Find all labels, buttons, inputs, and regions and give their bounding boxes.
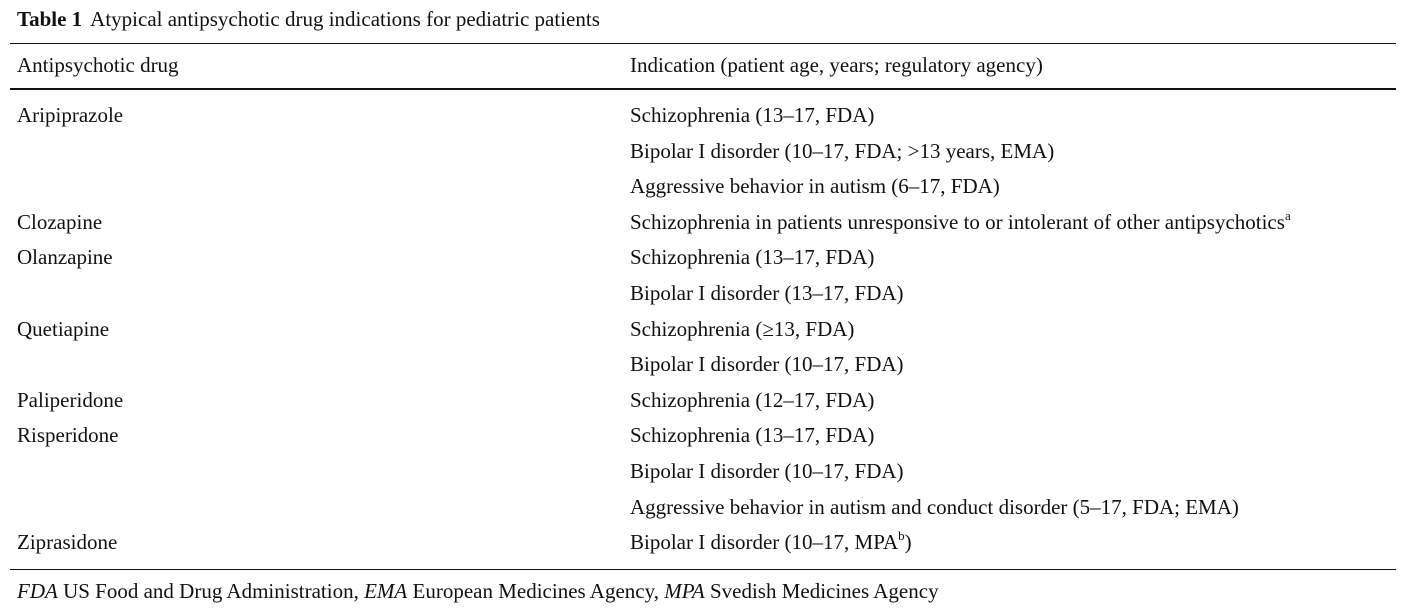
indication-text: Bipolar I disorder (10–17, MPA: [630, 530, 899, 555]
indication-suffix: ): [904, 530, 912, 555]
table-footnote: FDA US Food and Drug Administration, EMA…: [17, 577, 939, 605]
table-row: Aggressive behavior in autism (6–17, FDA…: [0, 169, 1406, 205]
table-row: Clozapine Schizophrenia in patients unres…: [0, 205, 1406, 241]
indication-text: Bipolar I disorder (13–17, FDA): [630, 280, 904, 305]
header-drug: Antipsychotic drug: [17, 53, 179, 77]
table-top-rule: [10, 43, 1396, 44]
table-row: Bipolar I disorder (10–17, FDA; >13 year…: [0, 134, 1406, 170]
indication-text: Schizophrenia (13–17, FDA): [630, 423, 875, 448]
table-title: Atypical antipsychotic drug indications …: [90, 7, 600, 31]
footnote-definition: European Medicines Agency,: [407, 579, 665, 603]
drug-cell: Risperidone: [17, 423, 119, 448]
footnote-abbreviation: EMA: [364, 579, 408, 603]
indication-cell: Bipolar I disorder (10–17, FDA): [630, 454, 904, 490]
drug-cell: Ziprasidone: [17, 530, 118, 555]
table-row: Ziprasidone Bipolar I disorder (10–17, MP…: [0, 525, 1406, 561]
drug-cell: Olanzapine: [17, 245, 113, 270]
indication-cell: Aggressive behavior in autism and conduc…: [630, 490, 1239, 526]
table-row: Aripiprazole Schizophrenia (13–17, FDA): [0, 98, 1406, 134]
table-row: Bipolar I disorder (10–17, FDA): [0, 454, 1406, 490]
indication-text: Aggressive behavior in autism (6–17, FDA…: [630, 174, 1000, 199]
indication-cell: Schizophrenia (12–17, FDA): [630, 383, 874, 419]
indication-text: Aggressive behavior in autism and conduc…: [630, 494, 1239, 519]
drug-cell: Paliperidone: [17, 387, 124, 412]
indication-text: Schizophrenia (13–17, FDA): [630, 103, 875, 127]
indication-cell: Bipolar I disorder (10–17, FDA; >13 year…: [630, 134, 1054, 170]
indication-cell: Schizophrenia (13–17, FDA): [630, 240, 874, 276]
footnote-definition: US Food and Drug Administration,: [57, 579, 365, 603]
drug-cell: Clozapine: [17, 209, 103, 234]
table-row: Bipolar I disorder (10–17, FDA): [0, 347, 1406, 383]
table-row: Quetiapine Schizophrenia (≥13, FDA): [0, 312, 1406, 348]
footnote-abbreviation: FDA: [17, 579, 58, 603]
drug-cell: Quetiapine: [17, 316, 110, 341]
drug-cell: Aripiprazole: [17, 103, 124, 127]
table-row: Risperidone Schizophrenia (13–17, FDA): [0, 418, 1406, 454]
indication-cell: Schizophrenia in patients unresponsive t…: [630, 205, 1291, 241]
indication-text: Schizophrenia (12–17, FDA): [630, 387, 875, 412]
header-indication: Indication (patient age, years; regulato…: [630, 53, 1043, 77]
table-row: Aggressive behavior in autism and conduc…: [0, 490, 1406, 526]
indication-text: Schizophrenia (13–17, FDA): [630, 245, 875, 270]
indication-cell: Schizophrenia (13–17, FDA): [630, 98, 874, 134]
footnote-marker: b: [898, 528, 905, 544]
table-body: Aripiprazole Schizophrenia (13–17, FDA) Bi…: [0, 98, 1406, 561]
table-header-rule: [10, 88, 1396, 90]
footnote-abbreviation: MPA: [664, 579, 705, 603]
indication-text: Bipolar I disorder (10–17, FDA; >13 year…: [630, 138, 1055, 163]
table-row: Olanzapine Schizophrenia (13–17, FDA): [0, 240, 1406, 276]
indication-cell: Bipolar I disorder (13–17, FDA): [630, 276, 904, 312]
indication-cell: Aggressive behavior in autism (6–17, FDA…: [630, 169, 1000, 205]
table-row: Bipolar I disorder (13–17, FDA): [0, 276, 1406, 312]
table-row: Paliperidone Schizophrenia (12–17, FDA): [0, 383, 1406, 419]
footnote-definition: Svedish Medicines Agency: [704, 579, 939, 603]
table-bottom-rule: [10, 569, 1396, 570]
indication-cell: Bipolar I disorder (10–17, FDA): [630, 347, 904, 383]
indication-text: Schizophrenia in patients unresponsive t…: [630, 209, 1285, 234]
table-label: Table 1: [17, 7, 83, 31]
footnote-marker: a: [1284, 207, 1291, 223]
indication-text: Bipolar I disorder (10–17, FDA): [630, 458, 904, 483]
indication-cell: Bipolar I disorder (10–17, MPAb): [630, 525, 912, 561]
table-caption: Table 1 Atypical antipsychotic drug indic…: [17, 5, 600, 33]
indication-text: Schizophrenia (≥13, FDA): [630, 316, 855, 341]
indication-cell: Schizophrenia (13–17, FDA): [630, 418, 874, 454]
indication-text: Bipolar I disorder (10–17, FDA): [630, 352, 904, 377]
indication-cell: Schizophrenia (≥13, FDA): [630, 312, 854, 348]
